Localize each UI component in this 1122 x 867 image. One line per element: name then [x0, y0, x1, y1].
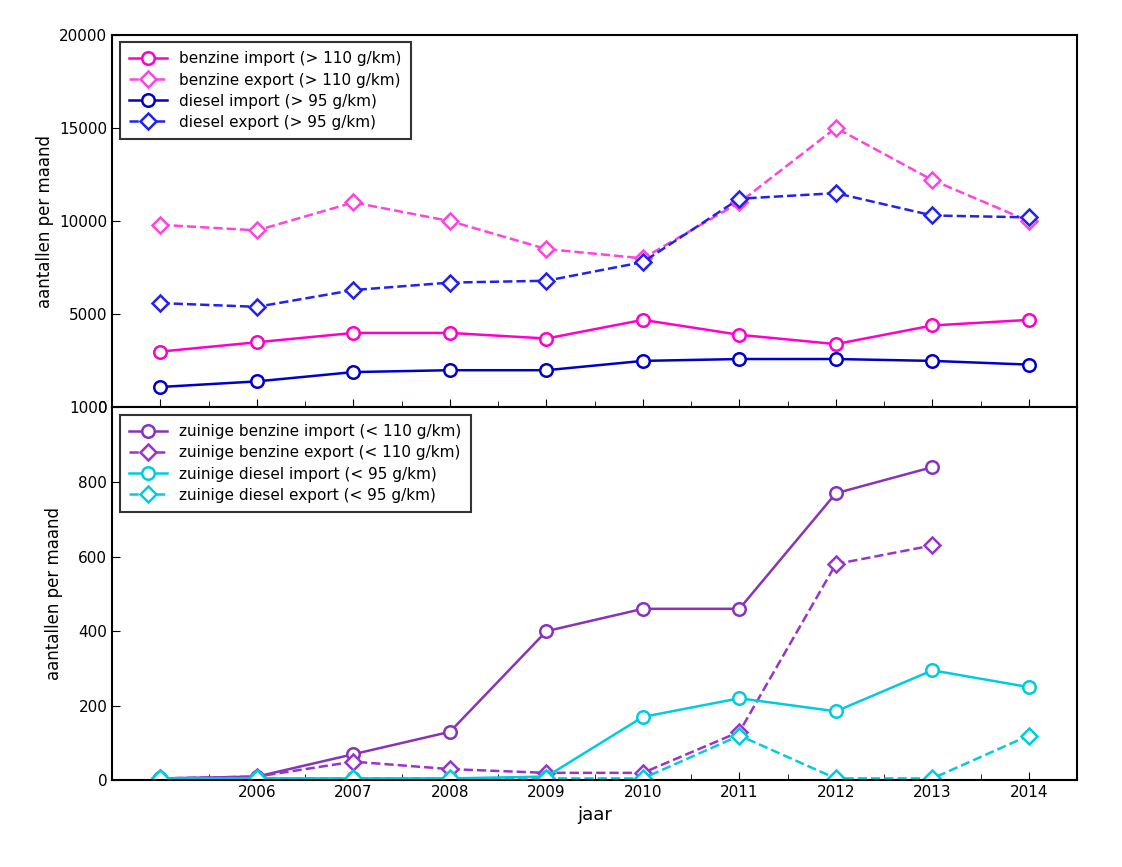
zuinige diesel import (< 95 g/km): [1022, 681, 1036, 692]
benzine export (> 110 g/km): [154, 219, 167, 230]
diesel import (> 95 g/km): [347, 367, 360, 377]
zuinige diesel export (< 95 g/km): [636, 773, 650, 784]
zuinige diesel import (< 95 g/km): [347, 773, 360, 784]
zuinige benzine export (< 110 g/km): [926, 540, 939, 551]
Y-axis label: aantallen per maand: aantallen per maand: [36, 134, 54, 308]
zuinige diesel export (< 95 g/km): [540, 773, 553, 784]
zuinige benzine export (< 110 g/km): [443, 764, 457, 774]
benzine export (> 110 g/km): [1022, 216, 1036, 226]
Y-axis label: aantallen per maand: aantallen per maand: [45, 507, 63, 681]
zuinige benzine import (< 110 g/km): [829, 488, 843, 499]
zuinige benzine import (< 110 g/km): [733, 603, 746, 614]
zuinige diesel import (< 95 g/km): [829, 706, 843, 716]
benzine import (> 110 g/km): [829, 339, 843, 349]
benzine export (> 110 g/km): [540, 244, 553, 254]
Line: diesel import (> 95 g/km): diesel import (> 95 g/km): [154, 353, 1036, 394]
zuinige benzine export (< 110 g/km): [636, 767, 650, 778]
zuinige diesel export (< 95 g/km): [1022, 730, 1036, 740]
diesel import (> 95 g/km): [926, 355, 939, 366]
zuinige benzine import (< 110 g/km): [540, 626, 553, 636]
benzine export (> 110 g/km): [926, 175, 939, 186]
Line: benzine export (> 110 g/km): benzine export (> 110 g/km): [155, 122, 1034, 264]
zuinige benzine import (< 110 g/km): [347, 749, 360, 759]
benzine import (> 110 g/km): [154, 346, 167, 357]
benzine import (> 110 g/km): [1022, 315, 1036, 325]
diesel export (> 95 g/km): [926, 211, 939, 221]
diesel export (> 95 g/km): [443, 277, 457, 288]
benzine import (> 110 g/km): [250, 337, 264, 348]
Line: benzine import (> 110 g/km): benzine import (> 110 g/km): [154, 314, 1036, 358]
zuinige benzine import (< 110 g/km): [154, 773, 167, 784]
zuinige benzine export (< 110 g/km): [540, 767, 553, 778]
diesel export (> 95 g/km): [1022, 212, 1036, 223]
benzine export (> 110 g/km): [347, 198, 360, 208]
diesel export (> 95 g/km): [829, 188, 843, 199]
Line: zuinige diesel import (< 95 g/km): zuinige diesel import (< 95 g/km): [154, 664, 1036, 785]
zuinige diesel import (< 95 g/km): [540, 772, 553, 782]
X-axis label: jaar: jaar: [577, 805, 613, 824]
zuinige benzine export (< 110 g/km): [250, 772, 264, 782]
zuinige benzine export (< 110 g/km): [154, 773, 167, 784]
zuinige diesel import (< 95 g/km): [154, 773, 167, 784]
zuinige diesel import (< 95 g/km): [443, 773, 457, 784]
benzine import (> 110 g/km): [926, 320, 939, 330]
diesel import (> 95 g/km): [636, 355, 650, 366]
Line: zuinige diesel export (< 95 g/km): zuinige diesel export (< 95 g/km): [155, 730, 1034, 784]
diesel import (> 95 g/km): [829, 354, 843, 364]
zuinige benzine export (< 110 g/km): [347, 756, 360, 767]
diesel export (> 95 g/km): [154, 298, 167, 309]
diesel export (> 95 g/km): [636, 257, 650, 267]
zuinige diesel export (< 95 g/km): [250, 773, 264, 784]
zuinige diesel export (< 95 g/km): [154, 773, 167, 784]
diesel import (> 95 g/km): [733, 354, 746, 364]
zuinige diesel export (< 95 g/km): [926, 773, 939, 784]
benzine export (> 110 g/km): [636, 253, 650, 264]
benzine import (> 110 g/km): [540, 333, 553, 343]
diesel export (> 95 g/km): [250, 302, 264, 312]
zuinige diesel import (< 95 g/km): [926, 665, 939, 675]
zuinige diesel export (< 95 g/km): [829, 773, 843, 784]
benzine export (> 110 g/km): [733, 198, 746, 208]
benzine export (> 110 g/km): [443, 216, 457, 226]
benzine import (> 110 g/km): [443, 328, 457, 338]
diesel import (> 95 g/km): [1022, 360, 1036, 370]
diesel export (> 95 g/km): [540, 276, 553, 286]
Line: zuinige benzine export (< 110 g/km): zuinige benzine export (< 110 g/km): [155, 540, 938, 784]
zuinige benzine import (< 110 g/km): [443, 727, 457, 737]
zuinige benzine import (< 110 g/km): [250, 772, 264, 782]
diesel import (> 95 g/km): [443, 365, 457, 375]
zuinige diesel export (< 95 g/km): [443, 773, 457, 784]
zuinige benzine export (< 110 g/km): [829, 559, 843, 570]
benzine export (> 110 g/km): [829, 123, 843, 134]
zuinige diesel export (< 95 g/km): [347, 773, 360, 784]
zuinige benzine import (< 110 g/km): [636, 603, 650, 614]
zuinige diesel import (< 95 g/km): [250, 773, 264, 784]
zuinige diesel import (< 95 g/km): [636, 712, 650, 722]
Line: zuinige benzine import (< 110 g/km): zuinige benzine import (< 110 g/km): [154, 461, 939, 785]
zuinige benzine export (< 110 g/km): [733, 727, 746, 737]
diesel export (> 95 g/km): [733, 193, 746, 204]
zuinige diesel export (< 95 g/km): [733, 730, 746, 740]
diesel import (> 95 g/km): [154, 381, 167, 392]
Line: diesel export (> 95 g/km): diesel export (> 95 g/km): [155, 187, 1034, 312]
benzine import (> 110 g/km): [636, 315, 650, 325]
diesel import (> 95 g/km): [540, 365, 553, 375]
benzine import (> 110 g/km): [347, 328, 360, 338]
diesel export (> 95 g/km): [347, 285, 360, 296]
Legend: zuinige benzine import (< 110 g/km), zuinige benzine export (< 110 g/km), zuinig: zuinige benzine import (< 110 g/km), zui…: [120, 415, 471, 512]
benzine import (> 110 g/km): [733, 329, 746, 340]
diesel import (> 95 g/km): [250, 376, 264, 387]
benzine export (> 110 g/km): [250, 225, 264, 236]
Legend: benzine import (> 110 g/km), benzine export (> 110 g/km), diesel import (> 95 g/: benzine import (> 110 g/km), benzine exp…: [120, 42, 411, 139]
zuinige benzine import (< 110 g/km): [926, 462, 939, 473]
zuinige diesel import (< 95 g/km): [733, 693, 746, 703]
